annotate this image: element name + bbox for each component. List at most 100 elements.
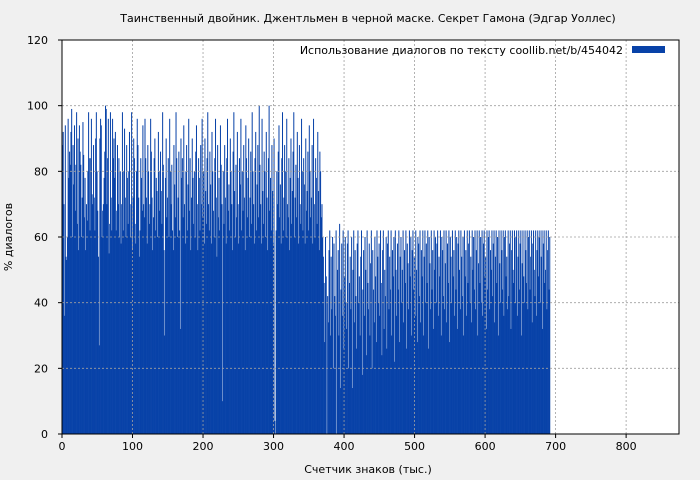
bar (175, 112, 177, 434)
bar (166, 217, 168, 434)
bar (296, 131, 298, 434)
bar (126, 177, 128, 434)
x-axis: 0 100 200 300 400 500 600 700 800 (59, 434, 637, 453)
bar (215, 118, 217, 435)
bar (341, 315, 343, 434)
bar (506, 256, 508, 434)
bar (437, 230, 439, 434)
bar (253, 204, 255, 434)
bar (485, 256, 487, 434)
bar (225, 243, 227, 434)
bar (147, 145, 149, 435)
bar (480, 302, 482, 434)
bar (436, 243, 438, 434)
bar (401, 269, 403, 434)
bar (238, 243, 240, 434)
bar (382, 250, 384, 434)
bar (363, 250, 365, 434)
bar (399, 342, 401, 434)
bar (307, 151, 309, 434)
bar (216, 256, 218, 434)
bar (183, 204, 185, 434)
bar (458, 230, 460, 434)
bar (74, 210, 76, 434)
bar (206, 158, 208, 434)
bar (334, 315, 336, 434)
bar (240, 118, 242, 435)
bar (278, 125, 280, 434)
bar (270, 177, 272, 434)
bar (243, 145, 245, 435)
bar (174, 184, 176, 434)
bar (93, 145, 95, 435)
bar (365, 355, 367, 434)
bar (384, 296, 386, 434)
bar (233, 112, 235, 434)
bar (131, 250, 133, 434)
bar (228, 184, 230, 434)
bar (255, 230, 257, 434)
bar (227, 210, 229, 434)
bar (445, 230, 447, 434)
bar (182, 217, 184, 434)
bar (346, 243, 348, 434)
bar (159, 210, 161, 434)
bar (487, 237, 489, 434)
bar (415, 269, 417, 434)
bar (280, 243, 282, 434)
bar (478, 230, 480, 434)
bar (383, 328, 385, 434)
bar (190, 250, 192, 434)
bar (468, 243, 470, 434)
bar (267, 250, 269, 434)
bar (526, 230, 528, 434)
bar (530, 256, 532, 434)
bar (545, 269, 547, 434)
bar (78, 250, 80, 434)
bar (468, 230, 470, 434)
bar (454, 315, 456, 434)
bar (85, 204, 87, 434)
bar (525, 282, 527, 434)
bar (423, 335, 425, 434)
bar (530, 230, 532, 434)
bar (430, 230, 432, 434)
bar (157, 131, 159, 434)
bar (504, 237, 506, 434)
bar (142, 125, 144, 434)
bar (527, 309, 529, 434)
bar (471, 230, 473, 434)
bar (157, 237, 159, 434)
bar (335, 230, 337, 434)
bar (152, 217, 154, 434)
bar (512, 269, 514, 434)
bar (162, 164, 164, 434)
bar (224, 145, 226, 435)
bar (531, 322, 533, 434)
bar (130, 204, 132, 434)
x-tick-label: 300 (263, 440, 284, 453)
bar (168, 237, 170, 434)
bar (440, 335, 442, 434)
bar (541, 230, 543, 434)
bar (353, 230, 355, 434)
bar (85, 250, 87, 434)
bar (342, 230, 344, 434)
bar (368, 309, 370, 434)
bar (246, 217, 248, 434)
bar (115, 230, 117, 434)
bar (396, 243, 398, 434)
bar (172, 230, 174, 434)
bar (118, 158, 120, 434)
bar (112, 118, 114, 435)
bar (373, 322, 375, 434)
bar (250, 151, 252, 434)
bar (511, 230, 513, 434)
bar (227, 118, 229, 435)
y-axis: 0 20 40 60 80 100 120 (27, 34, 62, 441)
bar (145, 158, 147, 434)
bar (201, 118, 203, 435)
bar (533, 269, 535, 434)
bar (444, 309, 446, 434)
bar (273, 138, 275, 434)
